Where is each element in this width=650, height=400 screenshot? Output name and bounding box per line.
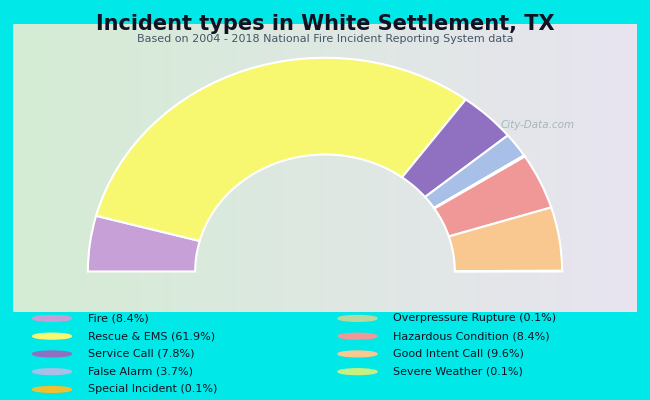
- Text: Rescue & EMS (61.9%): Rescue & EMS (61.9%): [88, 331, 215, 341]
- Wedge shape: [434, 156, 525, 208]
- Wedge shape: [425, 135, 524, 208]
- Wedge shape: [434, 155, 525, 208]
- Text: Incident types in White Settlement, TX: Incident types in White Settlement, TX: [96, 14, 554, 34]
- Wedge shape: [434, 156, 551, 236]
- Wedge shape: [455, 271, 562, 272]
- Wedge shape: [402, 100, 508, 197]
- Text: Fire (8.4%): Fire (8.4%): [88, 314, 148, 323]
- Circle shape: [32, 351, 72, 357]
- Text: False Alarm (3.7%): False Alarm (3.7%): [88, 367, 193, 377]
- Circle shape: [32, 316, 72, 321]
- Circle shape: [338, 316, 377, 321]
- Wedge shape: [448, 208, 562, 271]
- Text: Service Call (7.8%): Service Call (7.8%): [88, 349, 194, 359]
- Circle shape: [338, 333, 377, 339]
- Text: Overpressure Rupture (0.1%): Overpressure Rupture (0.1%): [393, 314, 556, 323]
- Circle shape: [338, 351, 377, 357]
- Text: Good Intent Call (9.6%): Good Intent Call (9.6%): [393, 349, 524, 359]
- Circle shape: [32, 369, 72, 374]
- Text: Based on 2004 - 2018 National Fire Incident Reporting System data: Based on 2004 - 2018 National Fire Incid…: [136, 34, 514, 44]
- Circle shape: [338, 369, 377, 374]
- Wedge shape: [88, 216, 200, 272]
- Text: City-Data.com: City-Data.com: [500, 120, 575, 130]
- Circle shape: [32, 386, 72, 392]
- Text: Special Incident (0.1%): Special Incident (0.1%): [88, 384, 217, 394]
- Text: Severe Weather (0.1%): Severe Weather (0.1%): [393, 367, 523, 377]
- Wedge shape: [96, 58, 466, 241]
- Circle shape: [32, 333, 72, 339]
- Text: Hazardous Condition (8.4%): Hazardous Condition (8.4%): [393, 331, 550, 341]
